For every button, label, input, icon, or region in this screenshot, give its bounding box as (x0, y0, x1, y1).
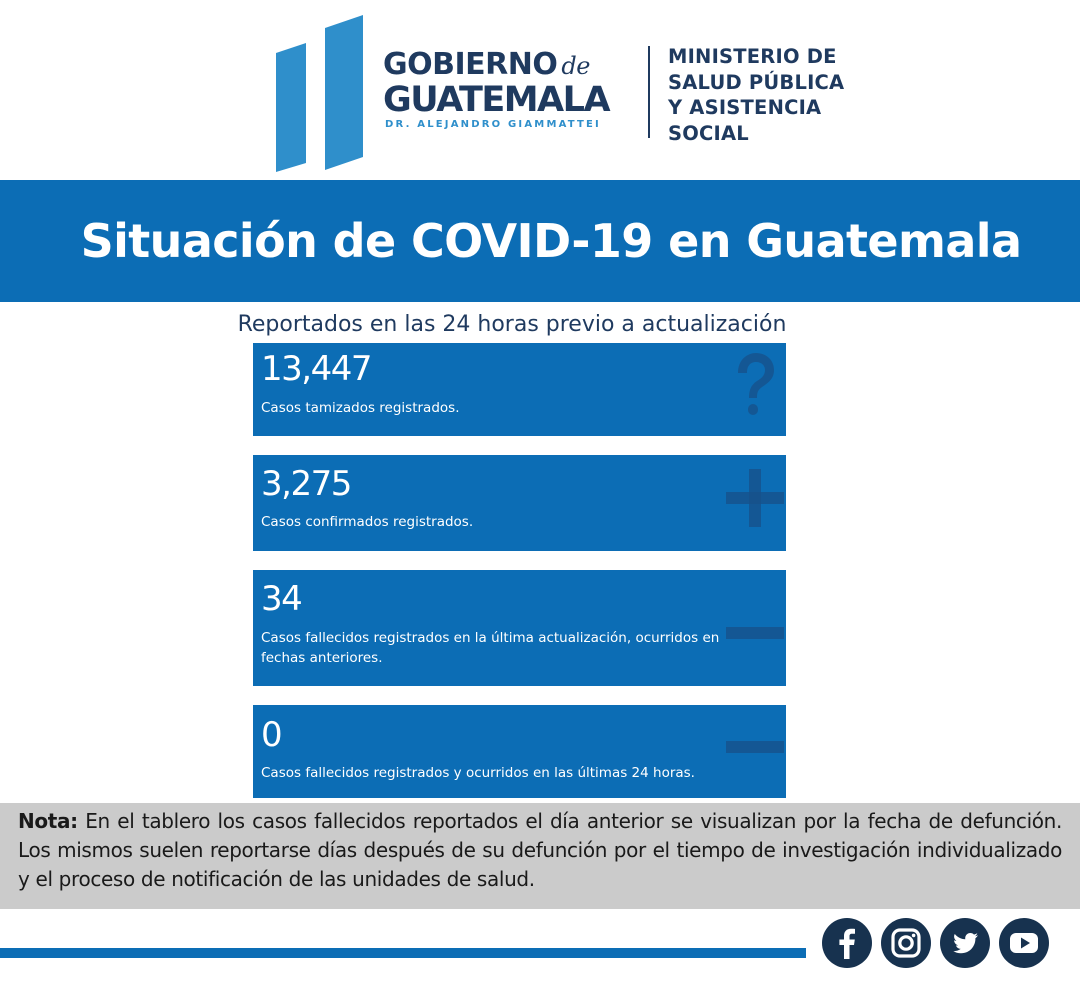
facebook-icon[interactable] (822, 918, 872, 968)
ministry-line: MINISTERIO DE (668, 45, 837, 68)
minus-icon (720, 570, 786, 686)
note-body: En el tablero los casos fallecidos repor… (18, 809, 1063, 891)
guatemala-text: GUATEMALA (383, 80, 611, 120)
footer-line (0, 948, 806, 958)
plus-icon (720, 455, 786, 551)
question-icon (720, 343, 786, 436)
logo-divider (648, 46, 650, 138)
stat-card-fallecidos-24h: 0 Casos fallecidos registrados y ocurrid… (253, 705, 786, 798)
gobierno-text: GOBIERNO de (383, 48, 633, 83)
stat-value: 34 (261, 579, 303, 619)
twitter-icon[interactable] (940, 918, 990, 968)
note-label: Nota: (18, 809, 78, 833)
stat-value: 0 (261, 715, 283, 755)
president-name: DR. ALEJANDRO GIAMMATTEI (385, 119, 601, 130)
instagram-icon[interactable] (881, 918, 931, 968)
stat-label: Casos tamizados registrados. (261, 400, 460, 416)
gobierno-de-word: de (561, 52, 590, 80)
government-logo-icon (276, 15, 364, 172)
note-box: Nota: En el tablero los casos fallecidos… (0, 803, 1080, 909)
ministry-line: Y ASISTENCIA (668, 96, 822, 119)
minus-icon (720, 705, 786, 798)
stat-value: 3,275 (261, 464, 352, 504)
ministry-name: MINISTERIO DE SALUD PÚBLICA Y ASISTENCIA… (668, 44, 898, 146)
stat-label: Casos confirmados registrados. (261, 514, 474, 530)
stat-card-tamizados: 13,447 Casos tamizados registrados. (253, 343, 786, 436)
stat-card-fallecidos-anteriores: 34 Casos fallecidos registrados en la úl… (253, 570, 786, 686)
youtube-icon[interactable] (999, 918, 1049, 968)
stat-label: Casos fallecidos registrados en la últim… (261, 630, 720, 666)
ministry-line: SALUD PÚBLICA (668, 70, 845, 94)
subtitle: Reportados en las 24 horas previo a actu… (237, 312, 787, 337)
ministry-line: SOCIAL (668, 121, 749, 145)
stat-label: Casos fallecidos registrados y ocurridos… (261, 765, 695, 781)
page-title: Situación de COVID-19 en Guatemala (80, 214, 1022, 268)
note-text: Nota: En el tablero los casos fallecidos… (18, 807, 1062, 894)
gobierno-word: GOBIERNO (383, 47, 558, 82)
gobierno-de-guatemala-wordmark: GOBIERNO de GUATEMALA DR. ALEJANDRO GIAMM… (383, 48, 633, 131)
stat-card-confirmados: 3,275 Casos confirmados registrados. (253, 455, 786, 551)
title-banner: Situación de COVID-19 en Guatemala (0, 180, 1080, 302)
stat-value: 13,447 (261, 349, 372, 389)
